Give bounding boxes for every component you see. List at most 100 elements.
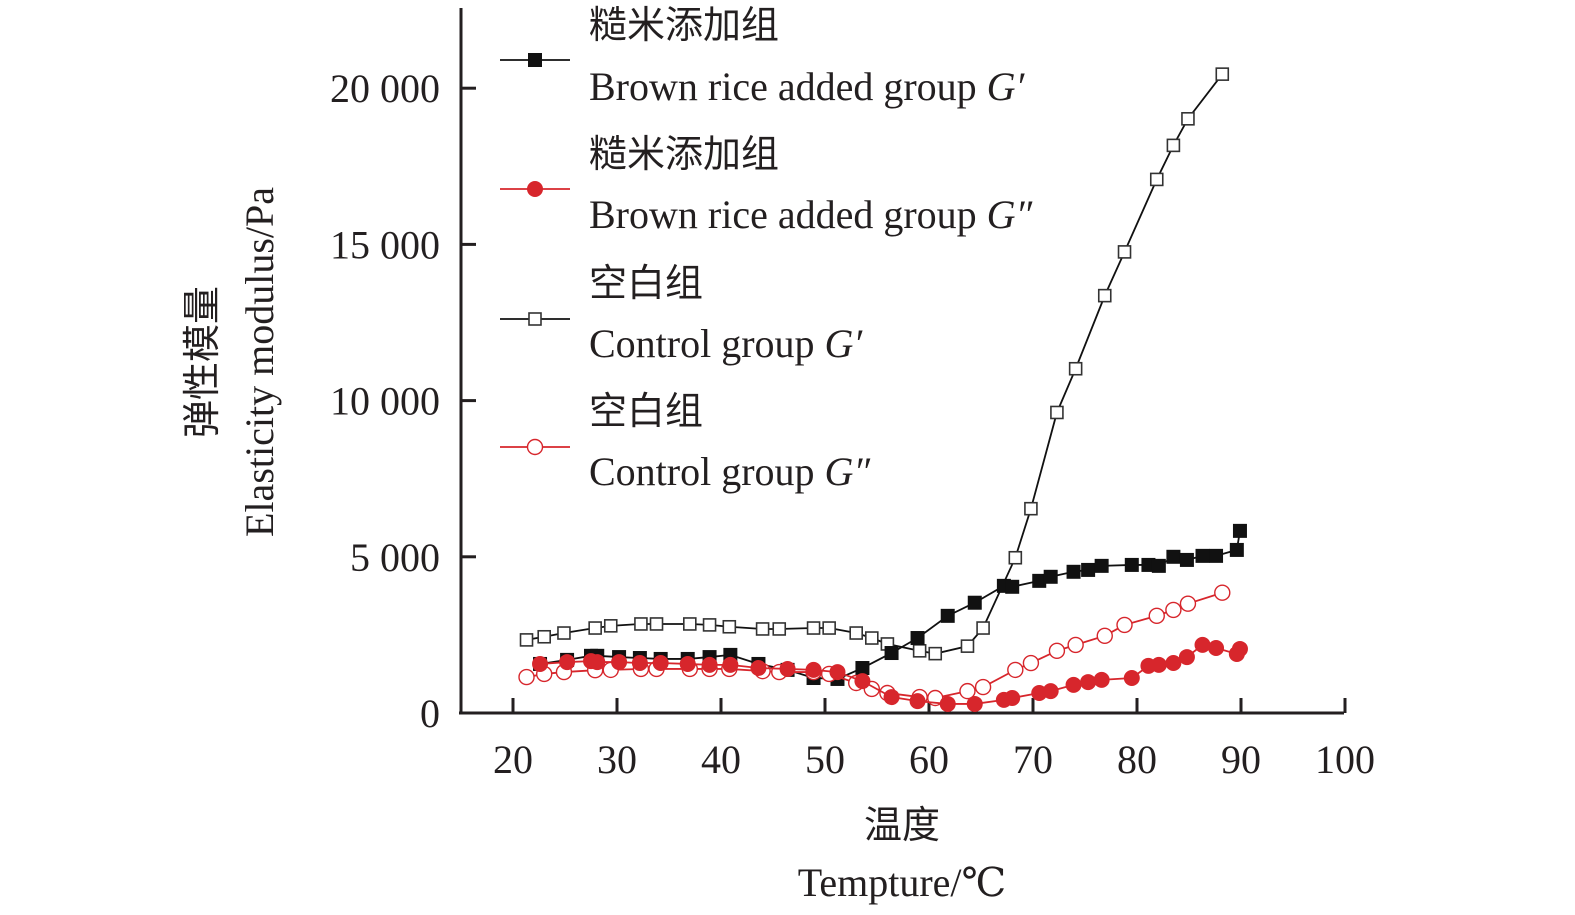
data-point <box>805 661 822 678</box>
data-point <box>1194 636 1211 653</box>
data-point <box>1032 573 1047 588</box>
legend-symbol: G″ <box>825 449 872 494</box>
data-point <box>1124 557 1139 572</box>
data-point <box>1151 558 1166 573</box>
x-tick-label: 60 <box>909 737 949 782</box>
data-point <box>1232 523 1247 538</box>
legend-marker <box>527 181 543 197</box>
legend-label-en: Control group G′ <box>589 321 863 366</box>
data-point <box>589 654 606 671</box>
data-point <box>557 626 571 640</box>
data-point <box>652 655 669 672</box>
y-tick-label: 0 <box>420 691 440 736</box>
data-point <box>532 655 549 672</box>
data-point <box>772 622 787 636</box>
legend-symbol: G″ <box>987 192 1034 237</box>
data-point <box>1042 683 1059 700</box>
data-point <box>960 639 975 653</box>
data-point <box>1165 655 1182 672</box>
data-point <box>518 668 535 686</box>
data-point <box>1093 671 1110 688</box>
data-point <box>588 621 602 635</box>
data-point <box>1043 569 1058 584</box>
data-point <box>1080 674 1097 691</box>
data-point <box>779 660 796 677</box>
data-point <box>912 644 927 658</box>
series-1 <box>532 636 1248 712</box>
data-point <box>1065 676 1082 693</box>
legend-label-en: Control group G″ <box>589 449 871 494</box>
y-tick-label: 20 000 <box>330 66 440 111</box>
legend-label-zh: 空白组 <box>589 389 703 433</box>
axes <box>459 8 1344 715</box>
data-point <box>1024 501 1038 516</box>
data-point <box>701 656 718 673</box>
data-point <box>829 664 846 681</box>
data-point <box>909 693 926 710</box>
legend-item: 糙米添加组 Brown rice added group G′ <box>500 3 1026 109</box>
data-point <box>1229 542 1244 557</box>
legend-label-zh: 空白组 <box>589 261 703 305</box>
legend-symbol: G′ <box>987 64 1026 109</box>
data-point <box>940 608 955 623</box>
data-point <box>519 633 534 647</box>
data-point <box>702 618 717 632</box>
data-point <box>603 619 618 633</box>
data-point <box>1067 636 1084 654</box>
data-point <box>939 695 956 712</box>
legend-marker <box>528 53 542 67</box>
data-point <box>1008 550 1023 565</box>
data-point <box>1048 642 1066 660</box>
data-point <box>1165 601 1182 619</box>
data-point <box>1150 656 1167 673</box>
data-point <box>1097 288 1112 303</box>
data-point <box>1022 654 1040 672</box>
y-tick-label: 10 000 <box>330 379 440 424</box>
data-point <box>1149 172 1164 187</box>
data-point <box>679 655 696 672</box>
data-point <box>1066 564 1081 579</box>
x-tick-label: 70 <box>1013 737 1053 782</box>
data-point <box>1094 558 1109 573</box>
data-point <box>1178 649 1195 666</box>
x-ticks: 20 30 40 50 60 70 80 90 100 <box>493 698 1375 782</box>
data-point <box>806 621 821 635</box>
legend-marker <box>526 438 544 456</box>
data-point <box>1215 67 1230 81</box>
data-point <box>631 655 648 672</box>
data-point <box>1116 616 1133 634</box>
data-point <box>1005 579 1020 594</box>
data-point <box>1166 549 1181 564</box>
data-point <box>611 654 628 671</box>
legend-item: 空白组 Control group G″ <box>500 389 871 494</box>
data-point <box>634 617 648 631</box>
series-layer <box>518 67 1248 712</box>
data-point <box>883 689 900 706</box>
legend-symbol: G′ <box>825 321 864 366</box>
data-point <box>884 646 899 661</box>
x-tick-label: 40 <box>701 737 741 782</box>
y-tick-label: 5 000 <box>350 535 440 580</box>
y-axis-title-zh: 弹性模量 <box>180 286 224 438</box>
data-point <box>1007 661 1024 679</box>
data-point <box>1050 405 1064 420</box>
data-point <box>928 646 943 661</box>
data-point <box>722 656 739 673</box>
data-point <box>910 631 925 646</box>
x-tick-label: 30 <box>597 737 637 782</box>
data-point <box>1068 361 1083 376</box>
data-point <box>649 617 664 631</box>
data-point <box>1166 138 1181 153</box>
legend-marker <box>528 312 542 326</box>
data-point <box>682 617 697 631</box>
data-point <box>1181 112 1195 126</box>
legend-label-en: Brown rice added group G′ <box>589 64 1026 109</box>
data-point <box>855 661 870 676</box>
data-point <box>864 631 879 645</box>
data-point <box>1081 562 1096 577</box>
data-point <box>849 626 864 640</box>
x-axis-title-en: Tempture/℃ <box>798 860 1007 905</box>
legend-item: 空白组 Control group G′ <box>500 261 863 366</box>
y-tick-label: 15 000 <box>330 222 440 267</box>
